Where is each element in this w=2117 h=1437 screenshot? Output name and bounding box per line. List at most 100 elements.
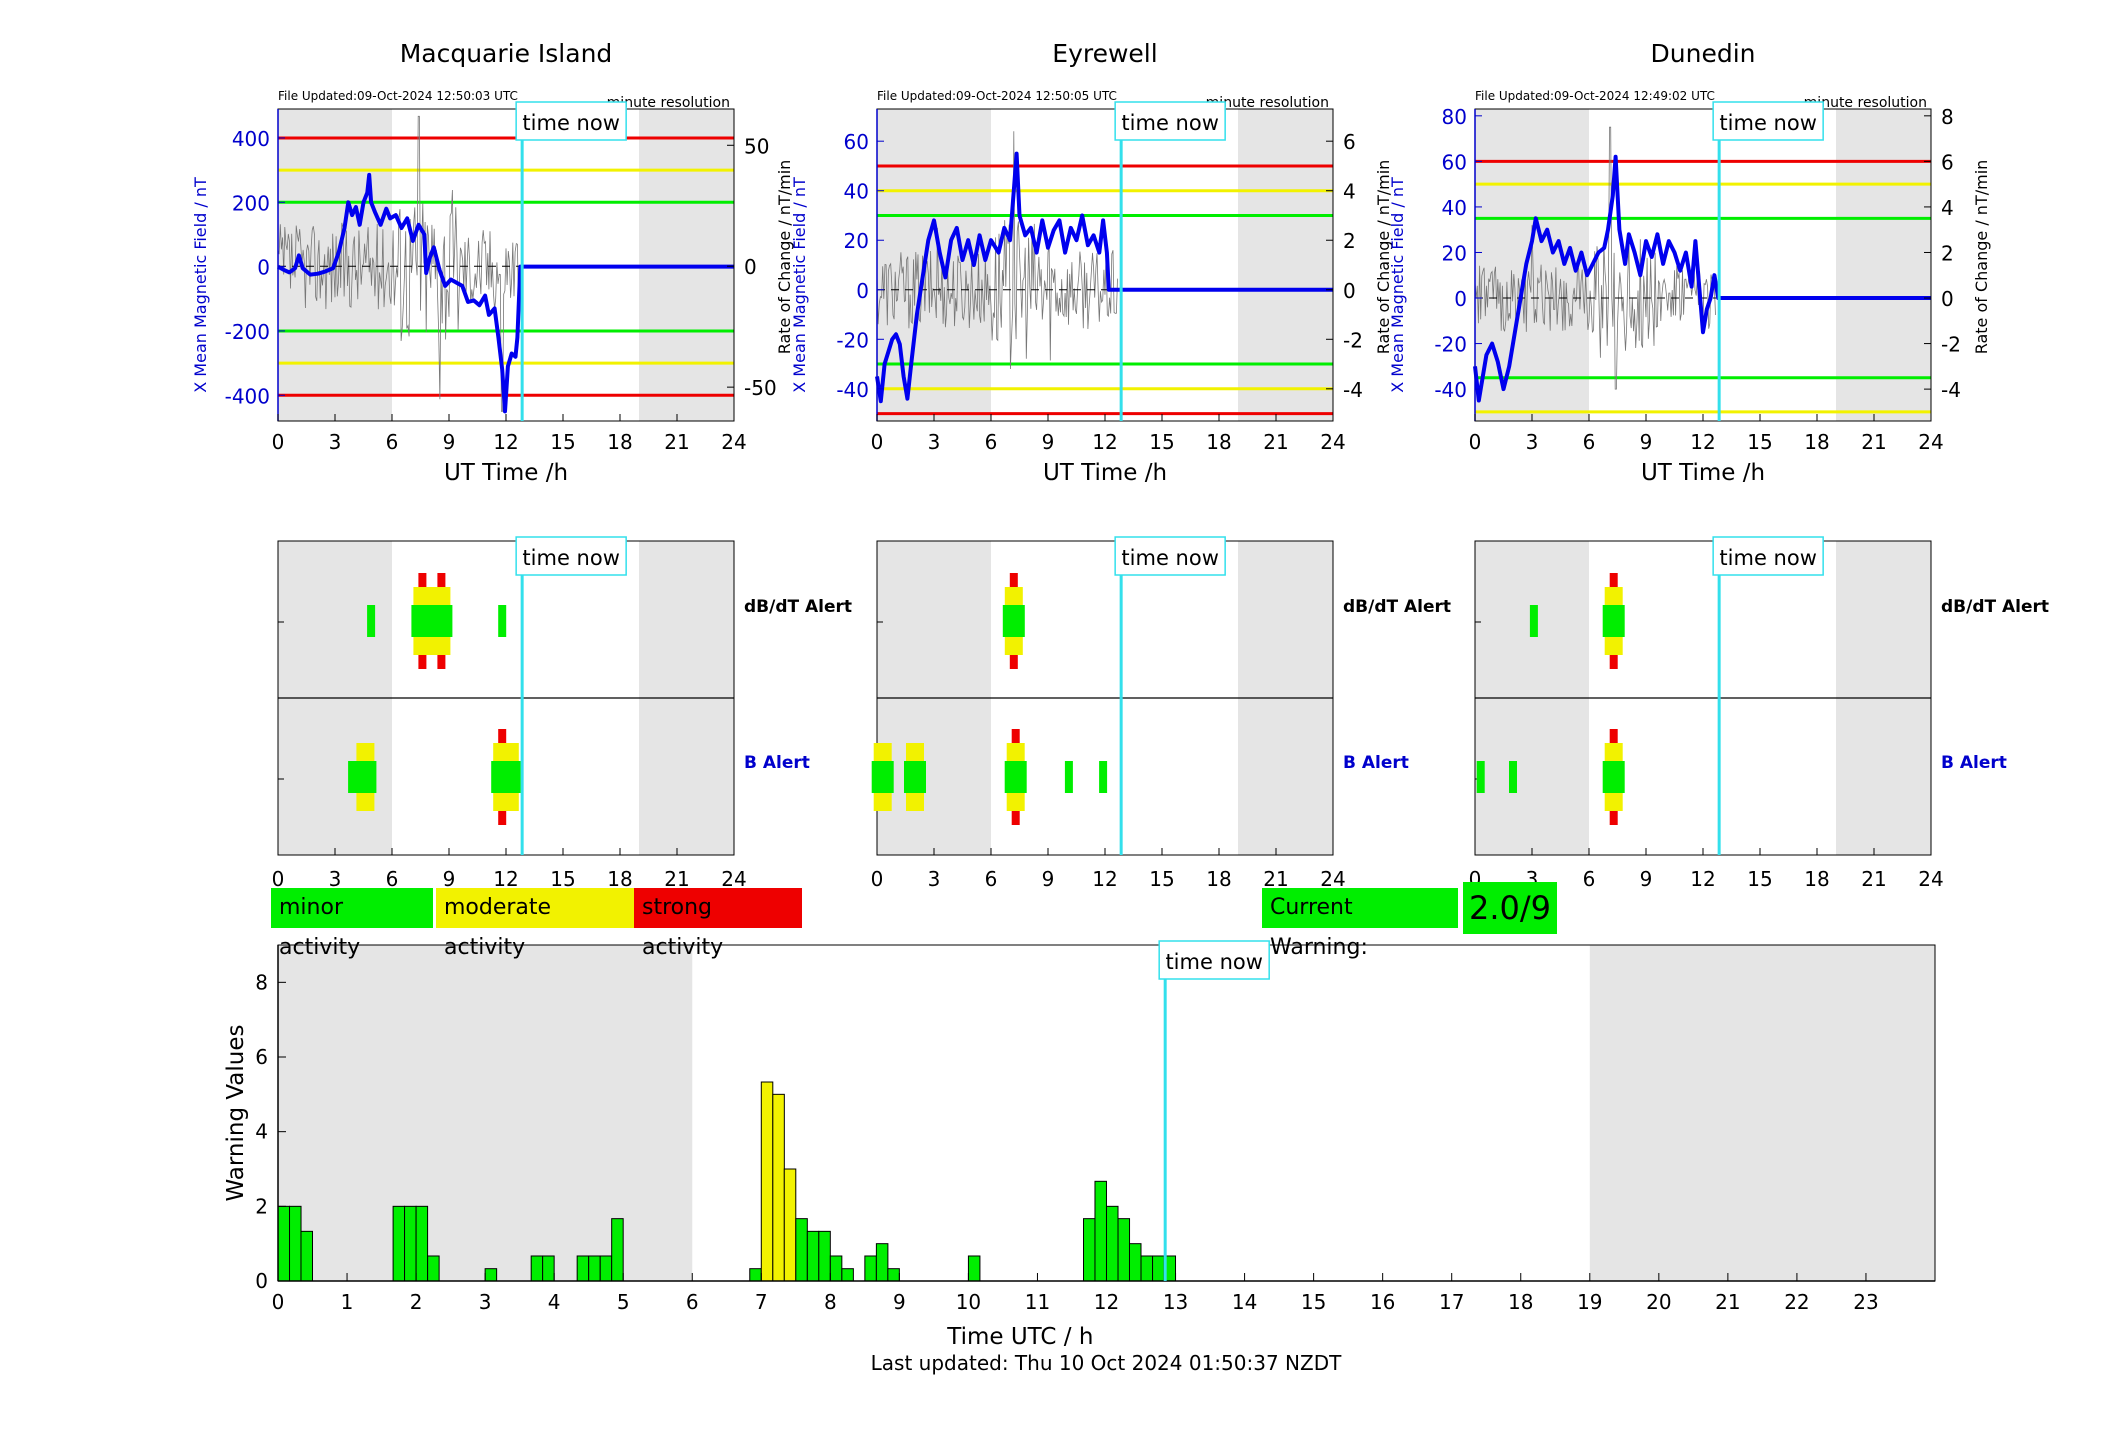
warning-bar (795, 1218, 808, 1282)
x-tick-label: 6 (1583, 430, 1596, 454)
right-tick-label: 6 (1941, 150, 1954, 174)
alert-x-tick-label: 0 (871, 867, 884, 891)
b-alert-label: B Alert (1343, 753, 1409, 773)
right-tick-label: -4 (1941, 378, 1961, 402)
station-panel-1: Eyrewell File Updated:09-Oct-2024 12:50:0… (790, 39, 1451, 891)
dbdt-alert-minor-mark (367, 605, 376, 637)
time-now-label: time now (522, 546, 619, 570)
warning-bar (611, 1218, 624, 1282)
warning-bar (864, 1255, 877, 1282)
warning-x-tick-label: 5 (617, 1290, 630, 1314)
station-panel-0: Macquarie Island File Updated:09-Oct-2024… (191, 39, 852, 891)
b-alert-minor-mark (1004, 761, 1027, 793)
file-updated-text: File Updated:09-Oct-2024 12:49:02 UTC (1475, 89, 1715, 103)
left-tick-label: 0 (1454, 287, 1467, 311)
right-tick-label: 0 (744, 255, 757, 279)
station-title: Dunedin (1651, 39, 1756, 68)
station-title: Eyrewell (1052, 39, 1157, 68)
alert-x-tick-label: 15 (550, 867, 575, 891)
dbdt-alert-minor-mark (1002, 605, 1025, 637)
alert-x-tick-label: 24 (721, 867, 746, 891)
left-axis-label: X Mean Magnetic Field / nT (191, 177, 210, 393)
alert-x-tick-label: 12 (1092, 867, 1117, 891)
time-now-box (515, 536, 627, 576)
right-tick-label: 8 (1941, 105, 1954, 129)
warning-bar (576, 1255, 590, 1282)
warning-x-tick-label: 13 (1163, 1290, 1188, 1314)
left-tick-label: -20 (836, 328, 869, 352)
warning-values-chart: 0 1 2 3 4 5 6 7 8 9 10 11 12 13 14 15 16 17 18 19 20 21 22 2302… (223, 940, 1936, 1350)
alert-x-tick-label: 21 (664, 867, 689, 891)
warning-y-tick-label: 6 (255, 1045, 268, 1069)
night-shade (1589, 945, 1935, 1281)
alert-x-tick-label: 3 (329, 867, 342, 891)
left-tick-label: -200 (225, 320, 270, 344)
warning-x-tick-label: 12 (1094, 1290, 1119, 1314)
warning-y-tick-label: 8 (255, 970, 268, 994)
right-tick-label: 2 (1941, 241, 1954, 265)
x-tick-label: 24 (1918, 430, 1943, 454)
right-tick-label: 0 (1343, 279, 1356, 303)
x-tick-label: 21 (1263, 430, 1288, 454)
x-tick-label: 9 (1640, 430, 1653, 454)
x-tick-label: 18 (607, 430, 632, 454)
time-now-box (1114, 101, 1226, 141)
left-tick-label: -400 (225, 384, 270, 408)
x-tick-label: 18 (1804, 430, 1829, 454)
time-now-label: time now (1165, 950, 1262, 974)
alert-x-tick-label: 18 (1804, 867, 1829, 891)
warning-bar (588, 1255, 601, 1282)
left-tick-label: 20 (1442, 241, 1467, 265)
warning-bar (829, 1255, 843, 1282)
warning-bar (542, 1255, 555, 1282)
warning-x-tick-label: 22 (1784, 1290, 1809, 1314)
x-tick-label: 15 (1149, 430, 1174, 454)
x-tick-label: 12 (1690, 430, 1715, 454)
warning-bar (772, 1093, 785, 1282)
dbdt-alert-minor-mark (1602, 605, 1625, 637)
left-tick-label: 60 (844, 130, 869, 154)
night-shade (278, 945, 693, 1281)
magnetic-field-trace (875, 151, 1333, 404)
alert-x-tick-label: 9 (1042, 867, 1055, 891)
warning-bar (1140, 1255, 1154, 1282)
dbdt-alert-minor-mark (430, 605, 453, 637)
alert-x-tick-label: 6 (1583, 867, 1596, 891)
alert-x-tick-label: 24 (1320, 867, 1345, 891)
alert-x-tick-label: 12 (493, 867, 518, 891)
b-alert-minor-mark (1064, 761, 1073, 793)
warning-x-tick-label: 3 (479, 1290, 492, 1314)
x-tick-label: 24 (1320, 430, 1345, 454)
warning-bar (484, 1268, 498, 1282)
right-tick-label: -2 (1941, 333, 1961, 357)
file-updated-text: File Updated:09-Oct-2024 12:50:05 UTC (877, 89, 1117, 103)
warning-y-axis-label: Warning Values (223, 1024, 249, 1201)
left-tick-label: -20 (1434, 333, 1467, 357)
warning-x-tick-label: 15 (1301, 1290, 1326, 1314)
left-axis-label: X Mean Magnetic Field / nT (1388, 177, 1407, 393)
left-tick-label: 200 (232, 191, 270, 215)
x-tick-label: 3 (329, 430, 342, 454)
warning-x-tick-label: 11 (1025, 1290, 1050, 1314)
night-shade (1475, 109, 1589, 421)
warning-x-tick-label: 19 (1577, 1290, 1602, 1314)
x-axis-label: UT Time /h (444, 460, 568, 486)
station-panel-2: Dunedin File Updated:09-Oct-2024 12:49:02… (1388, 39, 2049, 891)
warning-bar (427, 1255, 440, 1282)
warning-x-tick-label: 14 (1232, 1290, 1257, 1314)
left-tick-label: 400 (232, 127, 270, 151)
right-tick-label: 4 (1941, 196, 1954, 220)
warning-x-tick-label: 9 (893, 1290, 906, 1314)
warning-x-tick-label: 4 (548, 1290, 561, 1314)
warning-bar (530, 1255, 544, 1282)
alert-x-tick-label: 18 (607, 867, 632, 891)
x-tick-label: 6 (985, 430, 998, 454)
x-tick-label: 15 (550, 430, 575, 454)
right-tick-label: -2 (1343, 328, 1363, 352)
x-axis-label: UT Time /h (1641, 460, 1765, 486)
left-tick-label: 80 (1442, 105, 1467, 129)
warning-bar (415, 1205, 429, 1282)
x-tick-label: 21 (1861, 430, 1886, 454)
warning-bar (760, 1081, 774, 1282)
alert-x-tick-label: 6 (386, 867, 399, 891)
